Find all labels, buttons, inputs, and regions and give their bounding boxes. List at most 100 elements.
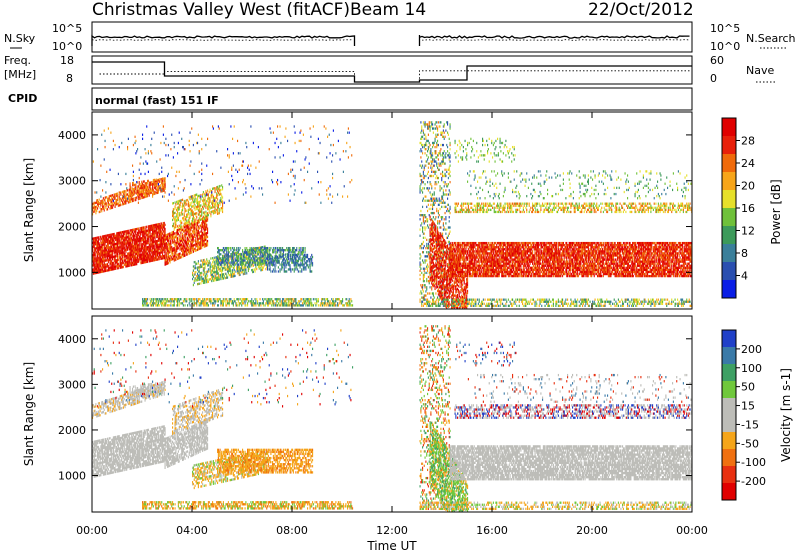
power-cell (115, 195, 116, 197)
power-cell (139, 242, 140, 244)
power-cell (280, 302, 281, 304)
power-cell (295, 189, 296, 191)
power-cell (309, 264, 310, 266)
power-cell (101, 134, 102, 136)
power-cell (200, 195, 201, 197)
power-cell (305, 258, 306, 260)
power-cell (144, 302, 145, 304)
power-cell (218, 204, 219, 206)
power-cell (260, 261, 261, 263)
power-cell (292, 298, 293, 300)
power-cell (105, 140, 106, 142)
power-cell (207, 302, 208, 304)
power-cell (215, 298, 216, 300)
power-cell (210, 302, 211, 304)
power-cell (141, 193, 142, 195)
power-cell (228, 257, 229, 259)
power-cell (273, 300, 274, 302)
power-cell (225, 255, 226, 257)
power-cell (180, 212, 181, 214)
power-cell (94, 202, 95, 204)
power-cell (190, 214, 191, 216)
power-cell (261, 187, 262, 189)
power-cell (206, 165, 207, 167)
power-cell (219, 210, 220, 212)
power-cell (164, 195, 165, 197)
power-cell (235, 275, 236, 277)
power-cell (300, 249, 301, 251)
power-cell (142, 138, 143, 140)
power-cell (300, 257, 301, 259)
power-cell (219, 276, 220, 278)
power-cell (220, 200, 221, 202)
power-cell (125, 195, 126, 197)
power-cell (263, 300, 264, 302)
power-cell (325, 304, 326, 306)
power-cell (201, 148, 202, 150)
power-cell (294, 270, 295, 272)
power-cell (277, 251, 278, 253)
power-cell (305, 247, 306, 249)
power-cell (277, 256, 278, 258)
power-cell (181, 256, 182, 258)
power-cell (300, 254, 301, 256)
power-cell (199, 268, 200, 270)
power-cell (299, 249, 300, 251)
freq-left-tick-top: 18 (60, 54, 74, 67)
power-cell (237, 259, 238, 261)
freq-label: Freq. (4, 54, 31, 67)
power-cell (165, 154, 166, 156)
power-cell (264, 298, 265, 300)
power-cell (273, 251, 274, 253)
power-cell (125, 183, 126, 185)
power-cell (130, 186, 131, 188)
nsky-right-tick-bottom: 10^0 (710, 40, 740, 53)
power-cell (208, 304, 209, 306)
power-cell (241, 304, 242, 306)
power-cell (209, 191, 210, 193)
power-cell (267, 264, 268, 266)
power-cell (185, 304, 186, 306)
power-cell (137, 148, 138, 150)
power-cell (243, 257, 244, 259)
power-cell (204, 205, 205, 207)
power-cell (174, 304, 175, 306)
power-cell (147, 182, 148, 184)
power-cell (310, 262, 311, 264)
power-cell (135, 152, 136, 154)
power-cell (184, 187, 185, 189)
power-cell (127, 148, 128, 150)
power-cell (233, 304, 234, 306)
power-cell (208, 281, 209, 283)
power-cell (244, 253, 245, 255)
power-cell (229, 304, 230, 306)
power-cell (281, 268, 282, 270)
power-cell (288, 193, 289, 195)
power-cell (205, 197, 206, 199)
power-cell (280, 156, 281, 158)
power-cell (234, 298, 235, 300)
power-cell (285, 262, 286, 264)
power-cell (162, 180, 163, 182)
power-cell (161, 300, 162, 302)
power-cell (251, 300, 252, 302)
power-cell (285, 264, 286, 266)
power-cell (218, 304, 219, 306)
power-cell (223, 257, 224, 259)
power-cell (197, 142, 198, 144)
power-cell (125, 198, 126, 200)
power-cell (218, 247, 219, 249)
power-cell (303, 251, 304, 253)
power-cell (137, 187, 138, 189)
power-cell (245, 302, 246, 304)
power-cell (208, 268, 209, 270)
power-cell (342, 300, 343, 302)
power-cell (174, 300, 175, 302)
power-cell (242, 181, 243, 183)
power-cell (136, 150, 137, 152)
power-cell (123, 195, 124, 197)
power-cell (215, 207, 216, 209)
power-cell (157, 187, 158, 189)
power-cell (201, 247, 202, 249)
power-cell (249, 257, 250, 259)
